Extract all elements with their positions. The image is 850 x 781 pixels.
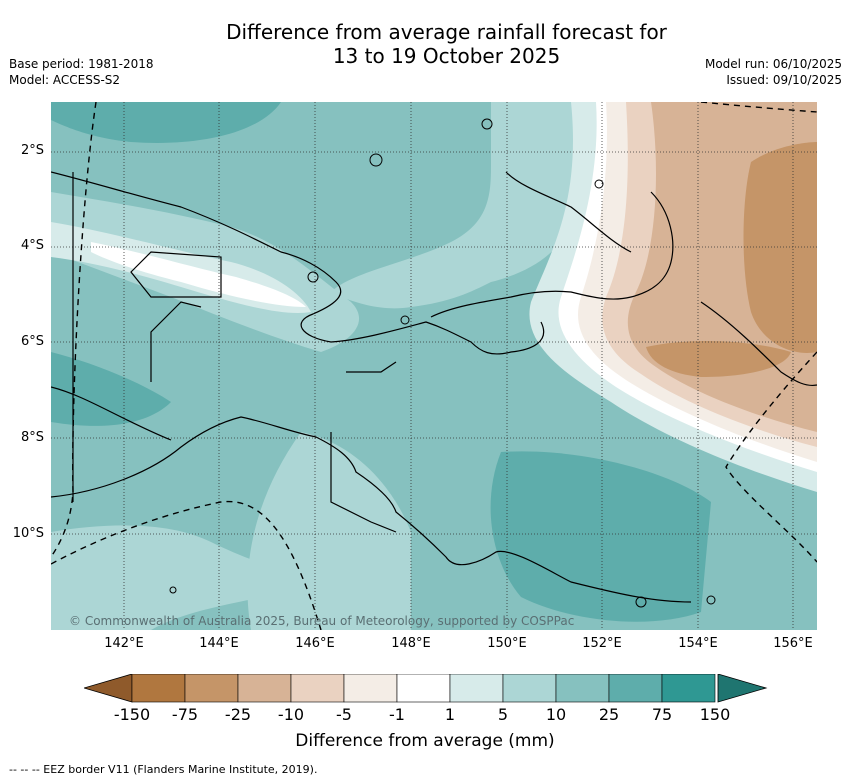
lon-label: 148°E bbox=[391, 636, 431, 651]
colorbar-tick: 1 bbox=[444, 705, 456, 724]
lon-label: 144°E bbox=[199, 636, 239, 651]
colorbar-tick: -5 bbox=[336, 705, 352, 724]
lon-label: 146°E bbox=[295, 636, 335, 651]
colorbar-tick: -75 bbox=[171, 705, 199, 724]
contour-teal-se bbox=[490, 451, 711, 622]
colorbar-bin bbox=[449, 673, 504, 703]
colorbar-bin bbox=[184, 673, 239, 703]
contour-teal-nw bbox=[51, 102, 281, 143]
lat-label: 2°S bbox=[20, 143, 44, 158]
lat-label: 4°S bbox=[20, 238, 44, 253]
lon-label: 152°E bbox=[582, 636, 622, 651]
colorbar-tick: -10 bbox=[277, 705, 305, 724]
colorbar-tick: 5 bbox=[497, 705, 509, 724]
contour-light-north bbox=[331, 102, 591, 309]
meta-left: Base period: 1981-2018 Model: ACCESS-S2 bbox=[9, 56, 154, 88]
eez-borders bbox=[51, 102, 817, 630]
colorbar-tick: 150 bbox=[699, 705, 731, 724]
colorbar-bin bbox=[290, 673, 345, 703]
coastlines bbox=[51, 171, 817, 603]
colorbar-bin bbox=[396, 673, 451, 703]
contour-driest-bougainville bbox=[646, 340, 791, 377]
meta-right: Model run: 06/10/2025 Issued: 09/10/2025 bbox=[705, 56, 842, 88]
colorbar-bin bbox=[237, 673, 292, 703]
copyright-note: © Commonwealth of Australia 2025, Bureau… bbox=[69, 614, 575, 628]
lat-label: 6°S bbox=[20, 334, 44, 349]
colorbar-bin bbox=[343, 673, 398, 703]
colorbar-bin bbox=[608, 673, 663, 703]
lat-label: 8°S bbox=[20, 430, 44, 445]
lon-label: 156°E bbox=[773, 636, 813, 651]
colorbar-bin bbox=[502, 673, 557, 703]
colorbar-svg bbox=[82, 673, 768, 703]
lat-label: 10°S bbox=[12, 526, 44, 541]
lon-label: 150°E bbox=[487, 636, 527, 651]
colorbar-bin bbox=[661, 673, 716, 703]
colorbar-tick: 10 bbox=[545, 705, 567, 724]
model-run: Model run: 06/10/2025 bbox=[704, 57, 842, 71]
contour-light-sw bbox=[51, 525, 306, 630]
lon-label: 142°E bbox=[104, 636, 144, 651]
chart-title: Difference from average rainfall forecas… bbox=[0, 20, 850, 68]
rainfall-map bbox=[51, 102, 817, 630]
eez-legend: -- -- -- EEZ border V11 (Flanders Marine… bbox=[9, 763, 318, 776]
contour-driest-ne bbox=[743, 142, 817, 353]
colorbar-tick: -150 bbox=[113, 705, 151, 724]
contour-teal-w bbox=[51, 352, 171, 426]
colorbar-over-arrow bbox=[717, 673, 768, 703]
colorbar-bin bbox=[131, 673, 186, 703]
model-name: Model: ACCESS-S2 bbox=[9, 73, 121, 87]
colorbar-title: Difference from average (mm) bbox=[295, 731, 555, 751]
colorbar-tick: 25 bbox=[598, 705, 620, 724]
graticule bbox=[51, 102, 817, 630]
colorbar-tick: -1 bbox=[389, 705, 405, 724]
base-period: Base period: 1981-2018 bbox=[9, 57, 154, 71]
islands bbox=[169, 118, 716, 608]
issued-date: Issued: 09/10/2025 bbox=[726, 73, 842, 87]
chart-title-line1: Difference from average rainfall forecas… bbox=[226, 20, 667, 44]
colorbar-under-arrow bbox=[82, 673, 133, 703]
lon-label: 154°E bbox=[678, 636, 718, 651]
colorbar-bins bbox=[131, 673, 716, 703]
colorbar bbox=[82, 673, 768, 708]
map-svg bbox=[51, 102, 817, 630]
colorbar-tick: 75 bbox=[651, 705, 673, 724]
colorbar-tick: -25 bbox=[224, 705, 252, 724]
colorbar-bin bbox=[555, 673, 610, 703]
chart-title-line2: 13 to 19 October 2025 bbox=[332, 44, 561, 68]
